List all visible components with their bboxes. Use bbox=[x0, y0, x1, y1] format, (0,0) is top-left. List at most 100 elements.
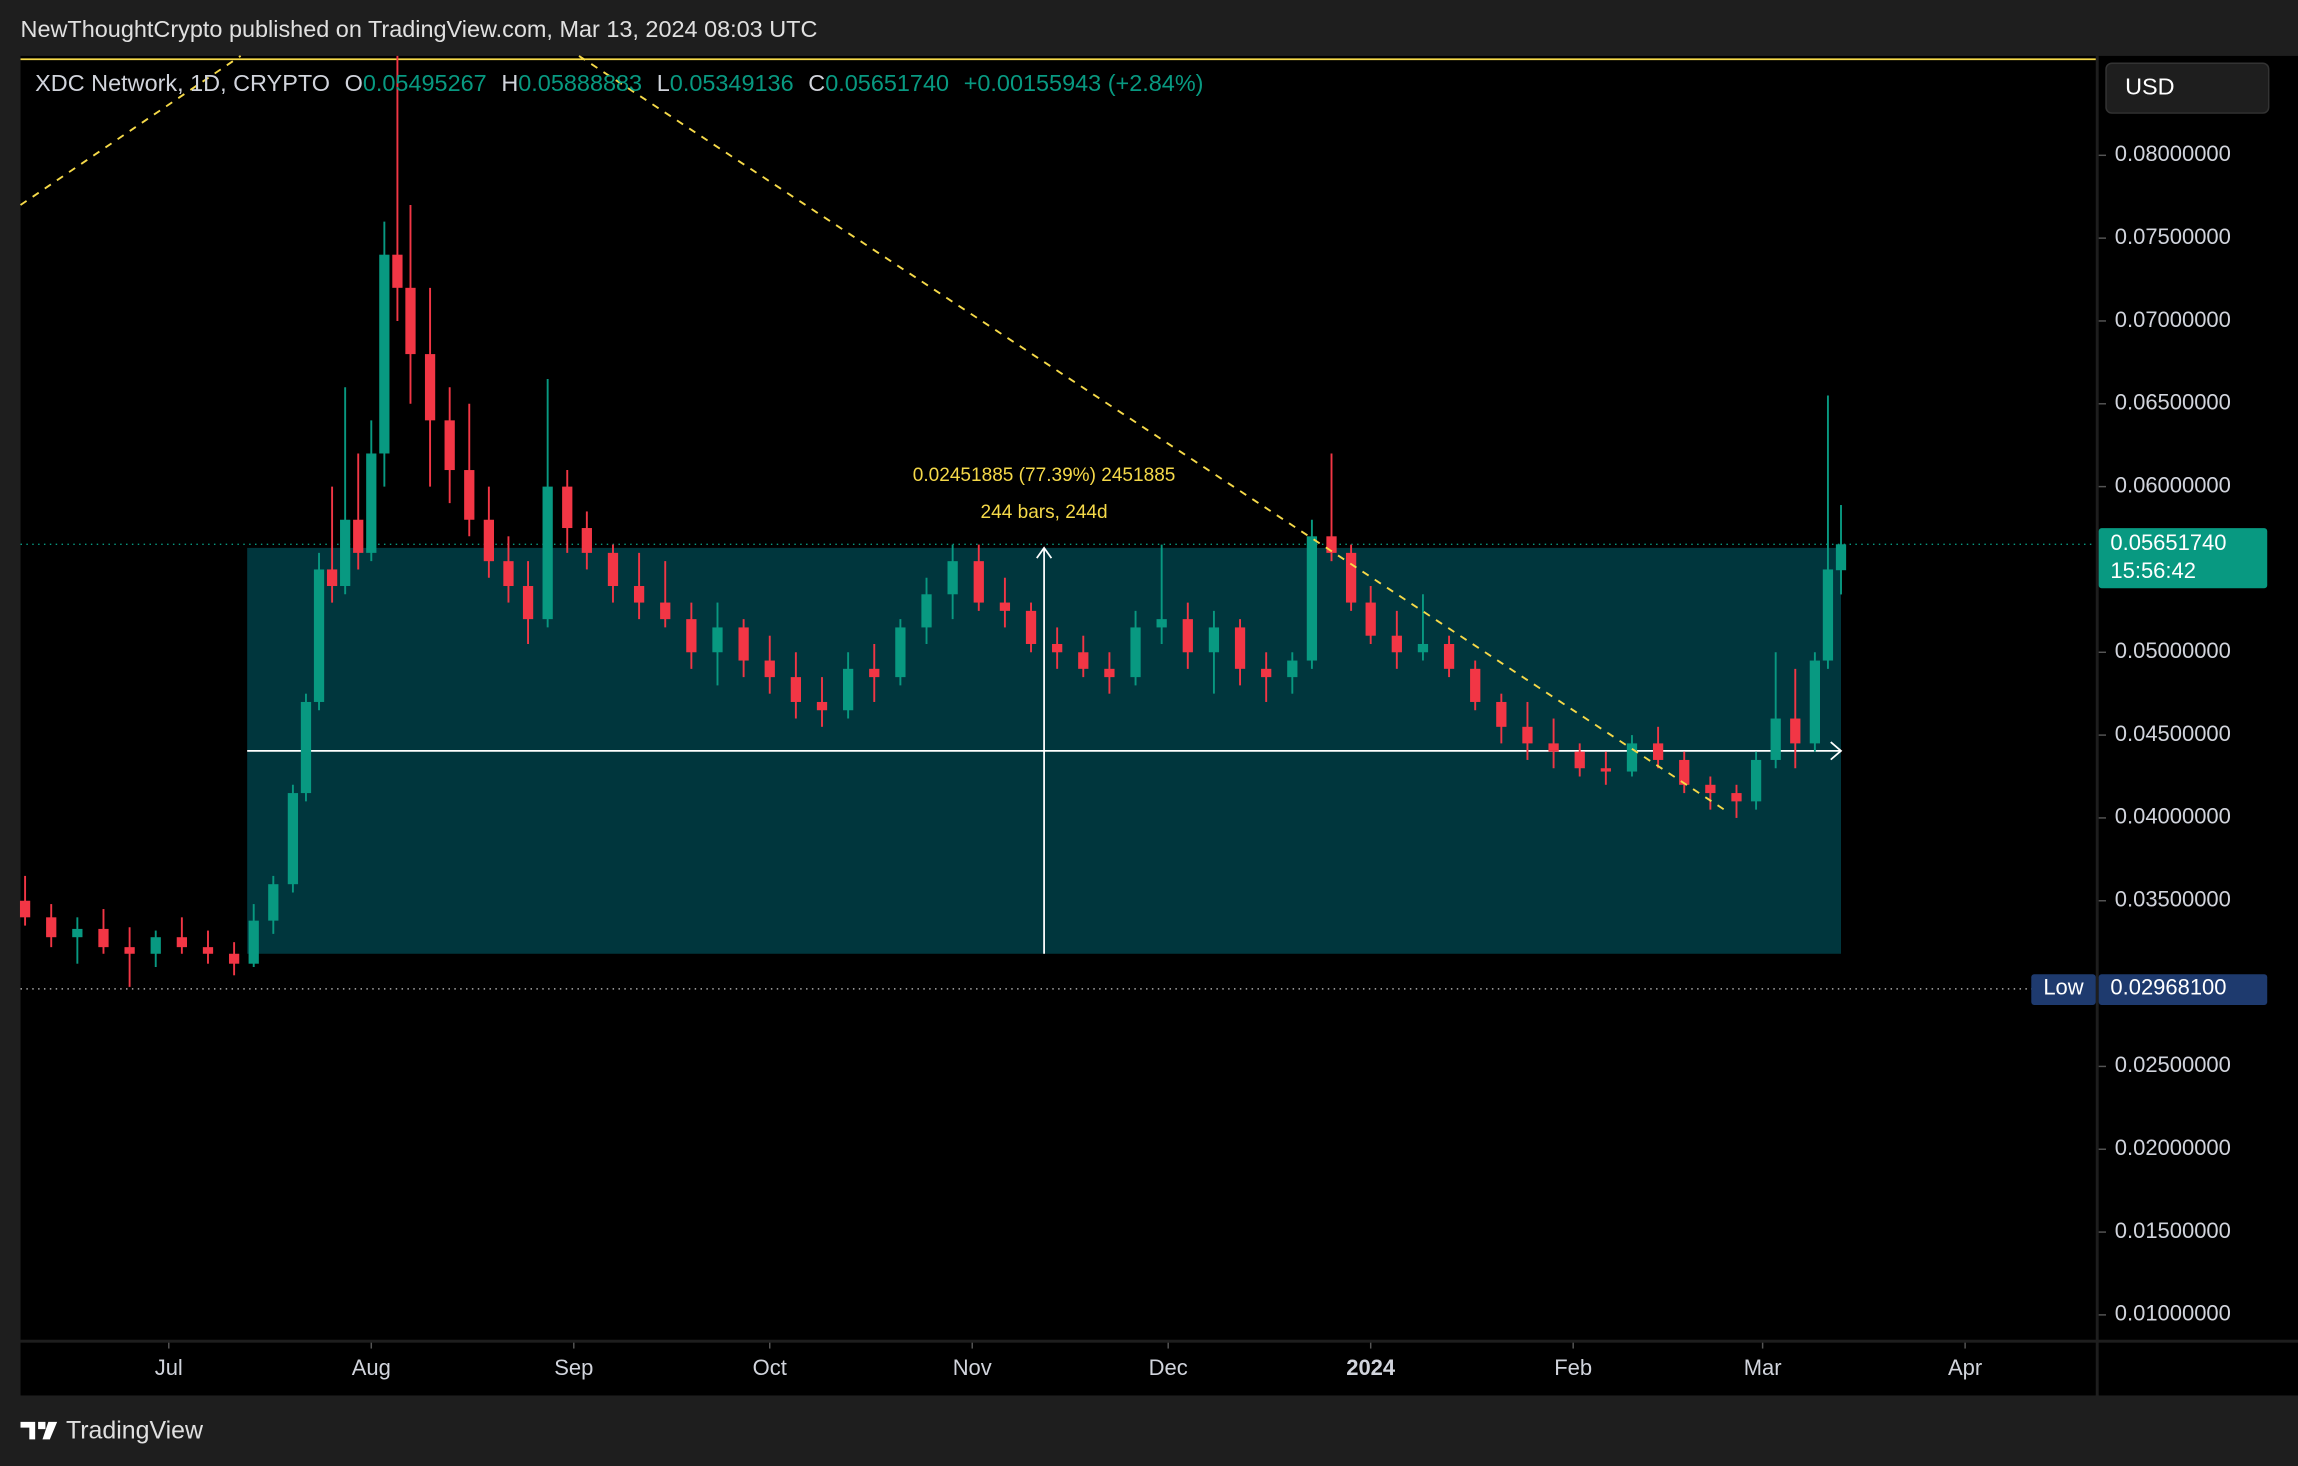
candle-body bbox=[1078, 652, 1089, 669]
candle-body bbox=[1652, 743, 1664, 760]
currency[interactable]: USD bbox=[2125, 73, 2174, 99]
candle-body bbox=[202, 947, 214, 954]
y-tick-label: 0.03500000 bbox=[2115, 887, 2231, 912]
candle-body bbox=[1052, 643, 1063, 653]
header: NewThoughtCrypto published on TradingVie… bbox=[21, 16, 818, 42]
measure-label: 0.02451885 (77.39%) 2451885 bbox=[913, 465, 1176, 486]
candle-body bbox=[300, 701, 312, 794]
price-axis bbox=[2098, 55, 2298, 1340]
candle-body bbox=[379, 254, 390, 454]
candle-body bbox=[1626, 743, 1638, 772]
candle-body bbox=[1391, 635, 1402, 653]
x-tick-label: Apr bbox=[1948, 1355, 1982, 1380]
countdown: 15:56:42 bbox=[2110, 558, 2196, 583]
candle-body bbox=[921, 594, 932, 628]
candle-body bbox=[366, 453, 377, 553]
candle-body bbox=[1750, 759, 1762, 802]
y-tick-label: 0.01000000 bbox=[2115, 1301, 2231, 1326]
candle-body bbox=[816, 701, 828, 711]
candle-body bbox=[542, 486, 553, 620]
candle-body bbox=[1522, 726, 1533, 744]
candle-body bbox=[1130, 627, 1141, 678]
candle-body bbox=[1574, 751, 1585, 769]
candle-body bbox=[248, 920, 259, 964]
candle-body bbox=[738, 627, 749, 661]
candle-body bbox=[340, 519, 351, 587]
candle-body bbox=[1770, 718, 1781, 760]
candle-body bbox=[326, 569, 338, 587]
candle-body bbox=[1835, 544, 1847, 571]
corner bbox=[2098, 1342, 2298, 1396]
measure-arrow bbox=[1830, 741, 1843, 761]
currency-button bbox=[2105, 62, 2270, 114]
candle-body bbox=[522, 586, 534, 620]
low-price-label: 0.02968100 bbox=[2110, 975, 2226, 1000]
measure-arrow bbox=[1036, 546, 1053, 559]
x-tick-label: Sep bbox=[554, 1355, 593, 1380]
candle-body bbox=[1790, 718, 1801, 744]
y-tick-label: 0.07000000 bbox=[2115, 307, 2231, 332]
candle-body bbox=[712, 627, 723, 653]
candle-body bbox=[869, 668, 880, 678]
candle-body bbox=[660, 602, 671, 620]
legend-item: XDC Network, 1D, CRYPTO bbox=[35, 70, 330, 96]
candle-body bbox=[392, 254, 403, 288]
legend-item: L bbox=[657, 70, 670, 96]
candle-body bbox=[1208, 627, 1220, 653]
x-tick-label: 2024 bbox=[1346, 1355, 1396, 1380]
low-tag bbox=[2031, 974, 2096, 1005]
legend-item: 0.05888883 bbox=[518, 70, 642, 96]
trendline bbox=[578, 55, 1730, 814]
candle-body bbox=[1443, 643, 1455, 669]
y-tick-label: 0.02000000 bbox=[2115, 1135, 2231, 1160]
candle-body bbox=[1287, 660, 1298, 678]
y-tick-label: 0.08000000 bbox=[2115, 141, 2231, 166]
last-price-tag bbox=[2098, 528, 2268, 589]
candle-body bbox=[444, 420, 455, 471]
candle-body bbox=[1548, 743, 1559, 752]
candle-body bbox=[1156, 619, 1167, 628]
x-tick-label: Jul bbox=[155, 1355, 183, 1380]
candle-body bbox=[464, 470, 475, 520]
candle-body bbox=[1679, 759, 1690, 785]
legend-item: O bbox=[345, 70, 363, 96]
candle-body bbox=[686, 619, 697, 653]
low-tag-label: Low bbox=[2043, 975, 2083, 1000]
y-tick-label: 0.04000000 bbox=[2115, 804, 2231, 829]
low-price-tag bbox=[2098, 974, 2268, 1005]
y-tick-label: 0.04500000 bbox=[2115, 721, 2231, 746]
legend-item: 0.05651740 bbox=[825, 70, 949, 96]
candle-body bbox=[1822, 569, 1834, 661]
x-tick-label: Dec bbox=[1149, 1355, 1188, 1380]
candle-body bbox=[895, 627, 906, 678]
measure-bars-label: 244 bars, 244d bbox=[981, 502, 1108, 523]
y-tick-label: 0.05000000 bbox=[2115, 638, 2231, 663]
legend-item: 0.05349136 bbox=[670, 70, 794, 96]
y-tick-label: 0.06000000 bbox=[2115, 472, 2231, 497]
candle-body bbox=[483, 519, 494, 562]
last-price-label: 0.05651740 bbox=[2110, 530, 2226, 555]
candle-body bbox=[790, 677, 802, 702]
candle-body bbox=[1705, 784, 1716, 794]
y-tick-label: 0.06500000 bbox=[2115, 390, 2231, 415]
x-tick-label: Oct bbox=[753, 1355, 787, 1380]
candle-body bbox=[947, 561, 958, 595]
candle-body bbox=[353, 519, 364, 553]
candle-body bbox=[46, 917, 57, 938]
y-tick-label: 0.07500000 bbox=[2115, 224, 2231, 249]
candle-body bbox=[19, 900, 31, 918]
candle-body bbox=[843, 668, 854, 711]
candle-body bbox=[581, 528, 592, 553]
x-tick-label: Feb bbox=[1554, 1355, 1592, 1380]
candle-body bbox=[1306, 536, 1318, 661]
candle-body bbox=[287, 793, 299, 885]
y-tick-label: 0.01500000 bbox=[2115, 1218, 2231, 1243]
candle-body bbox=[1809, 660, 1821, 744]
candle-body bbox=[313, 569, 325, 702]
candle-body bbox=[1261, 668, 1272, 678]
candle-body bbox=[1731, 793, 1742, 802]
candle-body bbox=[1326, 536, 1337, 553]
candle-body bbox=[72, 928, 83, 938]
